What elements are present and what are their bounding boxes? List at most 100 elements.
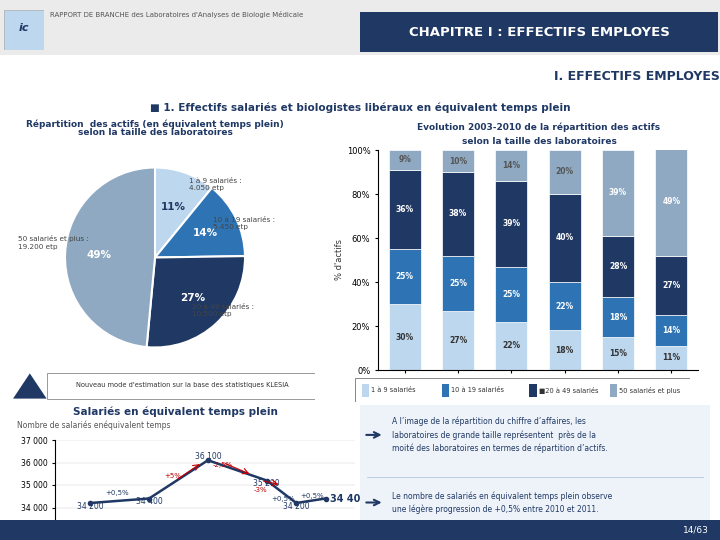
Text: 25%: 25% [503,289,521,299]
Text: 34 400: 34 400 [136,497,163,507]
Text: 1 à 9 salariés :
4.050 etp: 1 à 9 salariés : 4.050 etp [189,178,242,191]
Bar [655,346,688,370]
FancyBboxPatch shape [349,401,720,539]
Text: 28%: 28% [609,262,627,271]
Bar [389,304,420,370]
Text: 50 salariés et plus: 50 salariés et plus [619,387,680,394]
Text: 39%: 39% [503,219,521,228]
Text: -3%: -3% [254,487,268,492]
Bar [442,172,474,255]
Text: -2,5%: -2,5% [212,462,233,468]
Bar [495,181,527,267]
Text: 25%: 25% [449,279,467,288]
Text: 40%: 40% [556,233,574,242]
Wedge shape [147,256,245,348]
Polygon shape [13,373,47,399]
Text: selon la taille des laboratoires: selon la taille des laboratoires [462,138,616,146]
Bar [495,322,527,370]
Bar [602,150,634,236]
Bar [549,282,580,330]
Text: 39%: 39% [609,188,627,198]
Text: 27%: 27% [449,336,467,345]
Text: 50 salariés et plus :
19.200 etp: 50 salariés et plus : 19.200 etp [18,235,89,249]
Text: Evolution 2003-2010 de la répartition des actifs: Evolution 2003-2010 de la répartition de… [418,123,660,132]
Text: CHAPITRE I : EFFECTIFS EMPLOYES: CHAPITRE I : EFFECTIFS EMPLOYES [408,25,670,38]
Bar [361,383,369,397]
Text: 34 200: 34 200 [283,502,310,511]
Text: 34 200: 34 200 [77,502,104,511]
Text: I. EFFECTIFS EMPLOYES: I. EFFECTIFS EMPLOYES [554,71,720,84]
Text: 49%: 49% [662,197,680,206]
Text: 38%: 38% [449,210,467,218]
Text: 15%: 15% [609,349,627,358]
Text: 27%: 27% [662,281,680,290]
Text: 25%: 25% [396,272,414,281]
Bar [442,255,474,310]
Text: +0,5%: +0,5% [105,490,129,496]
Bar [549,150,580,194]
Text: 36 100: 36 100 [194,453,221,461]
Text: 14%: 14% [193,228,217,238]
Bar [495,150,527,181]
Text: Nouveau mode d'estimation sur la base des statistiques KLESIA: Nouveau mode d'estimation sur la base de… [76,382,289,388]
Wedge shape [155,167,212,258]
Text: RAPPORT DE BRANCHE des Laboratoires d'Analyses de Biologie Médicale: RAPPORT DE BRANCHE des Laboratoires d'An… [50,10,303,17]
Text: selon la taille des laboratoires: selon la taille des laboratoires [78,129,233,137]
Text: 30%: 30% [395,333,414,341]
Text: 20%: 20% [556,167,574,177]
Bar [549,330,580,370]
Bar [389,249,420,304]
Text: 1 à 9 salariés: 1 à 9 salariés [371,387,415,393]
Text: ic: ic [19,23,30,33]
Bar [529,383,536,397]
Text: 36%: 36% [395,205,414,214]
Text: 22%: 22% [556,302,574,310]
Bar [442,310,474,370]
Bar [442,383,449,397]
Bar [442,150,474,172]
Bar [549,194,580,282]
Text: A l’image de la répartition du chiffre d’affaires, les
laboratoires de grande ta: A l’image de la répartition du chiffre d… [392,417,607,453]
Text: 10 à 19 salariés: 10 à 19 salariés [451,387,505,393]
Bar [602,337,634,370]
Bar [655,148,688,255]
Text: 18%: 18% [556,346,574,355]
Bar [610,383,617,397]
Text: 34 400: 34 400 [330,494,367,503]
FancyBboxPatch shape [355,378,690,402]
Text: 14%: 14% [662,326,680,335]
Text: Nombre de salariés enéquivalent temps: Nombre de salariés enéquivalent temps [17,421,170,430]
Text: 27%: 27% [180,293,205,303]
FancyBboxPatch shape [0,520,720,540]
Text: +0,5%: +0,5% [300,493,324,500]
Bar [389,150,420,170]
Text: 35 200: 35 200 [253,480,280,488]
Y-axis label: % d'actifs: % d'actifs [335,240,344,280]
Bar [655,255,688,315]
Bar [655,315,688,346]
Text: 14/63: 14/63 [683,525,709,535]
Wedge shape [65,167,155,347]
Text: 22%: 22% [503,341,521,350]
Text: 11%: 11% [662,353,680,362]
FancyBboxPatch shape [4,10,44,50]
Bar [602,236,634,298]
Bar [495,267,527,322]
Text: 20 à 49 salariés :
10.500 etp: 20 à 49 salariés : 10.500 etp [192,304,254,317]
Text: 11%: 11% [161,201,186,212]
Bar [389,170,420,249]
Text: 10 à 19 salariés :
5.450 etp: 10 à 19 salariés : 5.450 etp [213,217,275,230]
Text: +5%: +5% [164,473,181,479]
Text: ■20 à 49 salariés: ■20 à 49 salariés [539,387,598,394]
Text: 18%: 18% [609,313,627,322]
Text: 14%: 14% [503,161,521,170]
Text: Le nombre de salariés en équivalent temps plein observe
une légère progression d: Le nombre de salariés en équivalent temp… [392,491,612,514]
Text: Salariés en équivalent temps plein: Salariés en équivalent temps plein [73,407,277,417]
Wedge shape [155,188,245,258]
Text: 49%: 49% [87,250,112,260]
Text: +0,5%: +0,5% [271,496,294,502]
FancyBboxPatch shape [360,12,718,52]
Text: ■ 1. Effectifs salariés et biologistes libéraux en équivalent temps plein: ■ 1. Effectifs salariés et biologistes l… [150,103,570,113]
FancyBboxPatch shape [47,373,315,399]
Bar [602,298,634,337]
